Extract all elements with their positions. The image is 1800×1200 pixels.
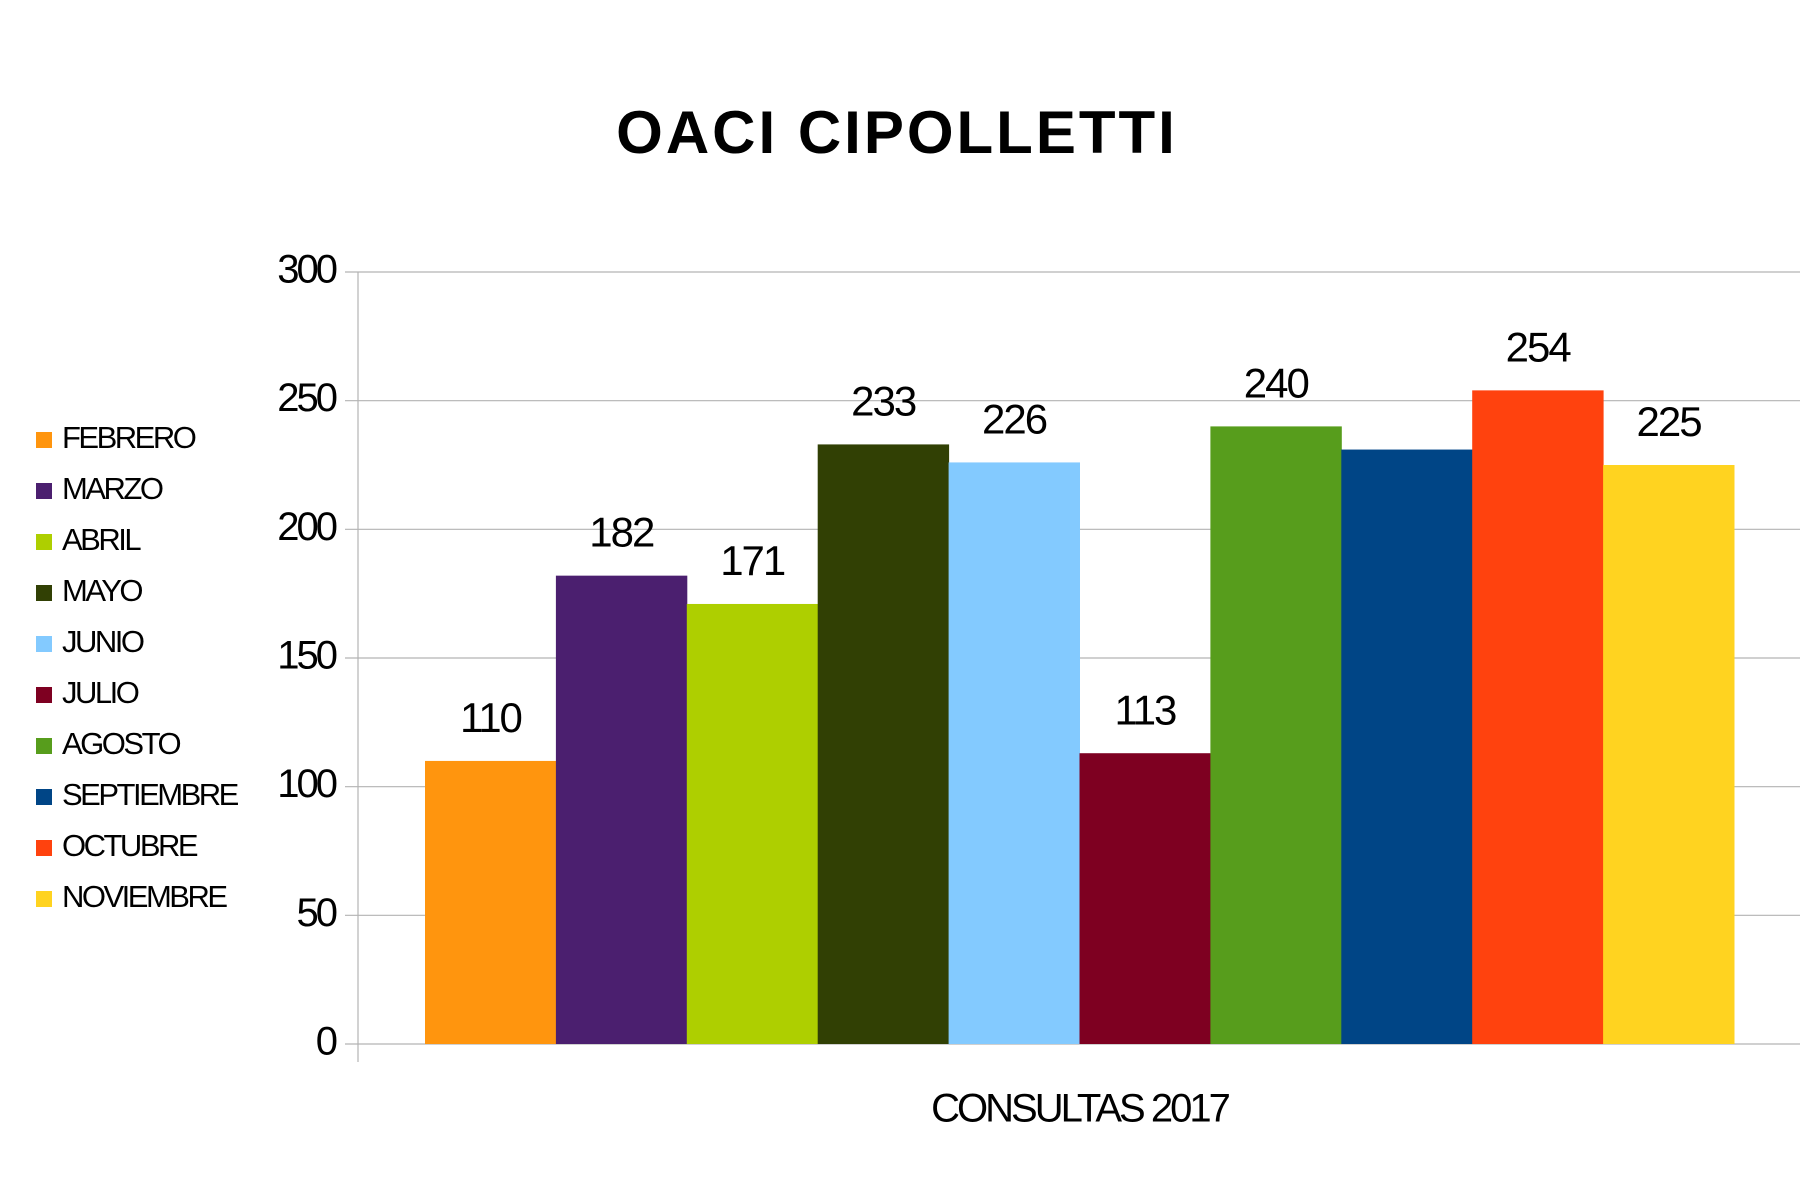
data-label: 182: [589, 509, 654, 556]
data-label: 110: [460, 694, 522, 741]
x-tick-label: CONSULTAS 2017: [931, 1087, 1229, 1131]
legend-swatch: [36, 687, 52, 703]
legend-swatch: [36, 534, 52, 550]
legend-swatch: [36, 891, 52, 907]
y-tick-label: 50: [297, 891, 337, 935]
bar: [817, 444, 950, 1044]
bar: [1341, 449, 1473, 1044]
data-label: 233: [851, 378, 916, 425]
data-label: 240: [1244, 359, 1309, 406]
y-tick-label: 0: [316, 1020, 337, 1064]
bar: [1603, 465, 1735, 1044]
legend-label: SEPTIEMBRE: [62, 777, 239, 812]
legend-swatch: [36, 789, 52, 805]
y-tick-label: 250: [277, 376, 336, 420]
legend-label: FEBRERO: [62, 420, 196, 455]
bar: [1210, 426, 1342, 1044]
bar: [555, 575, 688, 1044]
legend-label: NOVIEMBRE: [62, 879, 227, 914]
legend-label: MARZO: [62, 471, 163, 506]
bar: [1079, 753, 1211, 1044]
data-label: 254: [1506, 323, 1572, 370]
data-label: 225: [1637, 398, 1702, 445]
bar: [1472, 390, 1604, 1045]
bar: [686, 603, 819, 1044]
y-tick-label: 200: [277, 505, 336, 549]
bar: [948, 462, 1080, 1045]
legend-swatch: [36, 585, 52, 601]
legend-label: ABRIL: [62, 522, 141, 557]
legend-label: MAYO: [62, 573, 142, 608]
y-tick-label: 150: [277, 634, 336, 678]
data-label: 226: [982, 396, 1047, 443]
y-tick-label: 100: [277, 762, 336, 806]
legend-swatch: [36, 840, 52, 856]
legend-label: OCTUBRE: [62, 828, 198, 863]
legend-swatch: [36, 483, 52, 499]
legend-swatch: [36, 432, 52, 448]
legend-swatch: [36, 636, 52, 652]
data-label: 113: [1114, 686, 1176, 733]
legend-label: AGOSTO: [62, 726, 180, 761]
chart-title: OACI CIPOLLETTI: [616, 99, 1178, 166]
legend-label: JUNIO: [62, 624, 144, 659]
legend-swatch: [36, 738, 52, 754]
y-tick-label: 300: [277, 248, 336, 292]
bar: [425, 760, 557, 1044]
data-label: 171: [720, 537, 785, 584]
legend-label: JULIO: [62, 675, 139, 710]
